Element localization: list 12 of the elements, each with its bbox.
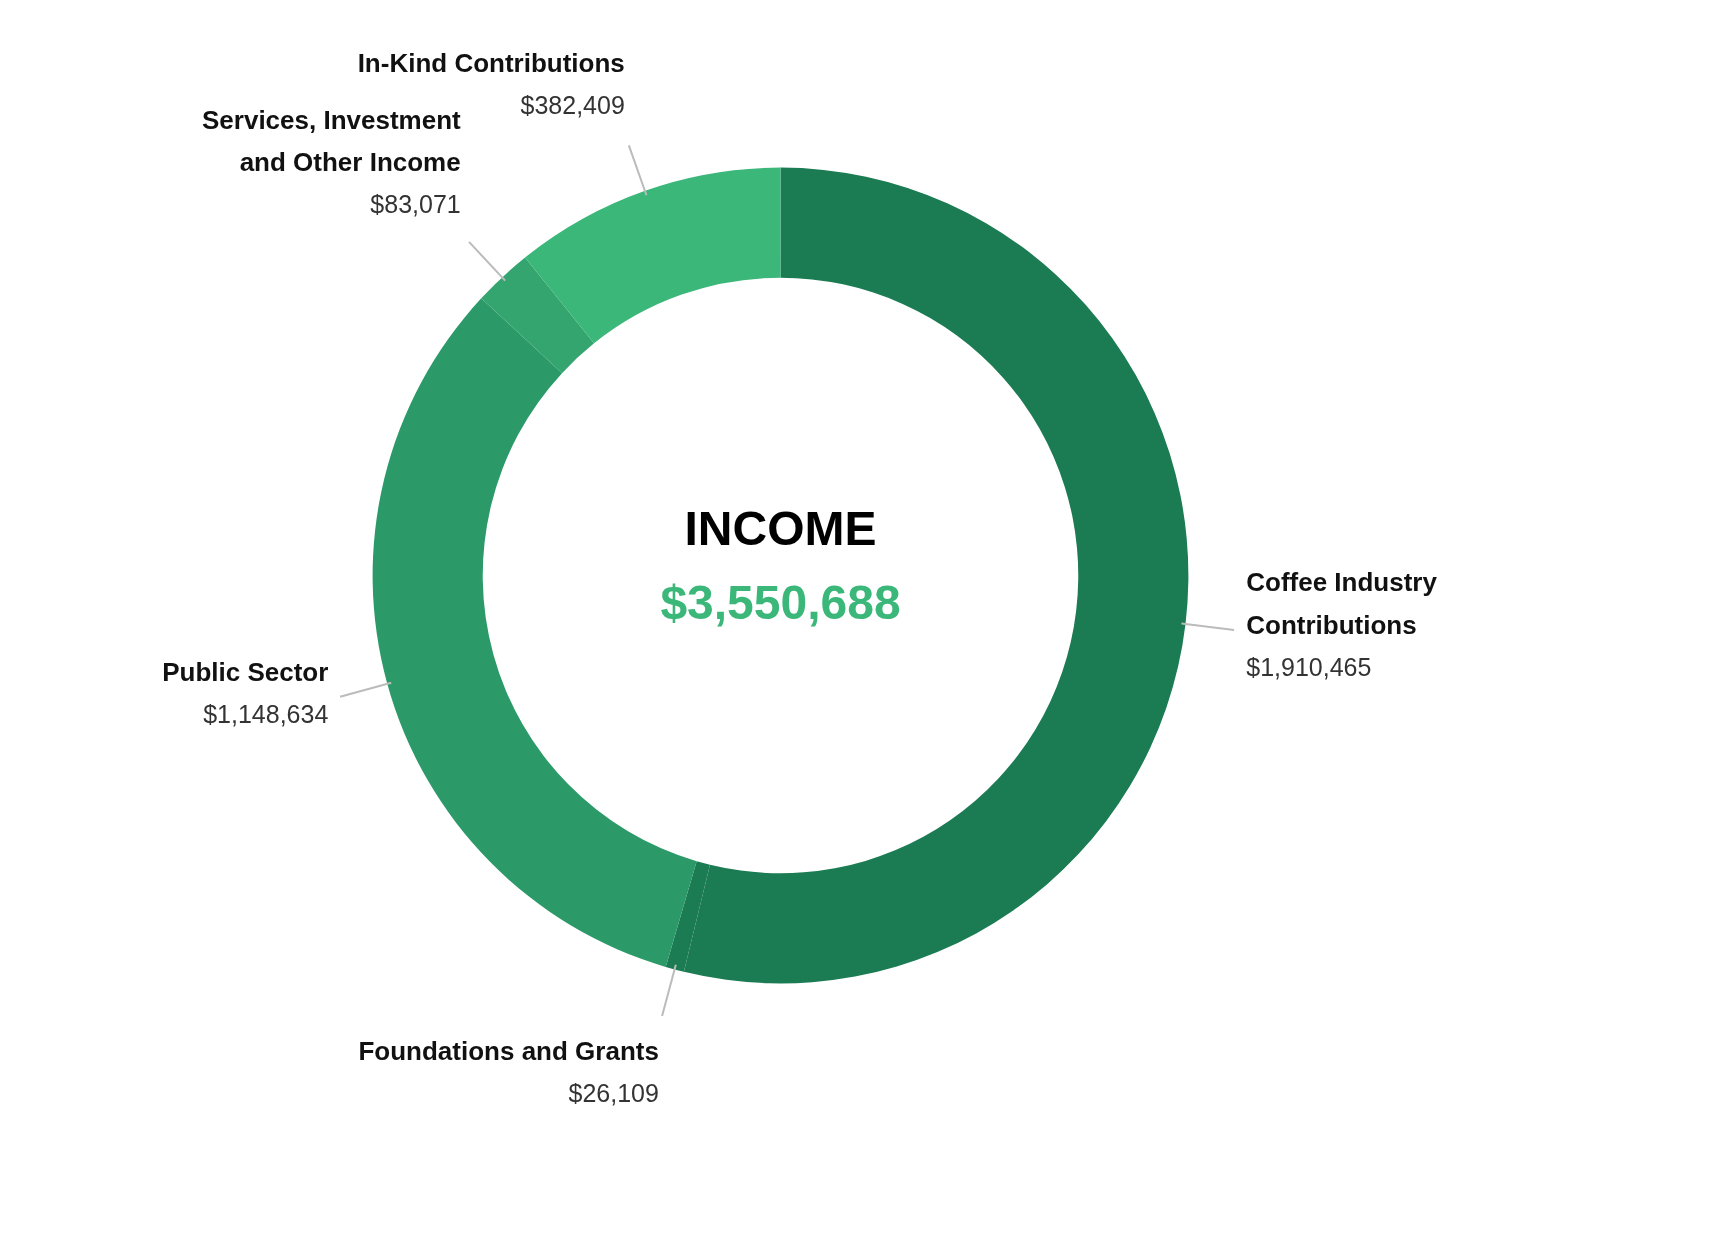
slice-label: In-Kind Contributions: [357, 48, 625, 79]
data-label: $26,109: [568, 1078, 659, 1107]
data-label: $1,148,634: [203, 700, 329, 729]
data-label: $83,071: [370, 190, 461, 219]
slice-label: Public Sector: [162, 657, 329, 688]
slice-label: Foundations and Grants: [358, 1035, 659, 1066]
slice-label: Services, Investment and Other Income: [202, 104, 462, 178]
text: INCOME: [684, 502, 877, 556]
data-label: $1,910,465: [1246, 652, 1372, 681]
text: $3,550,688: [660, 575, 901, 629]
slice-label: Coffee Industry Contributions: [1246, 567, 1438, 640]
data-label: $382,409: [520, 91, 625, 120]
